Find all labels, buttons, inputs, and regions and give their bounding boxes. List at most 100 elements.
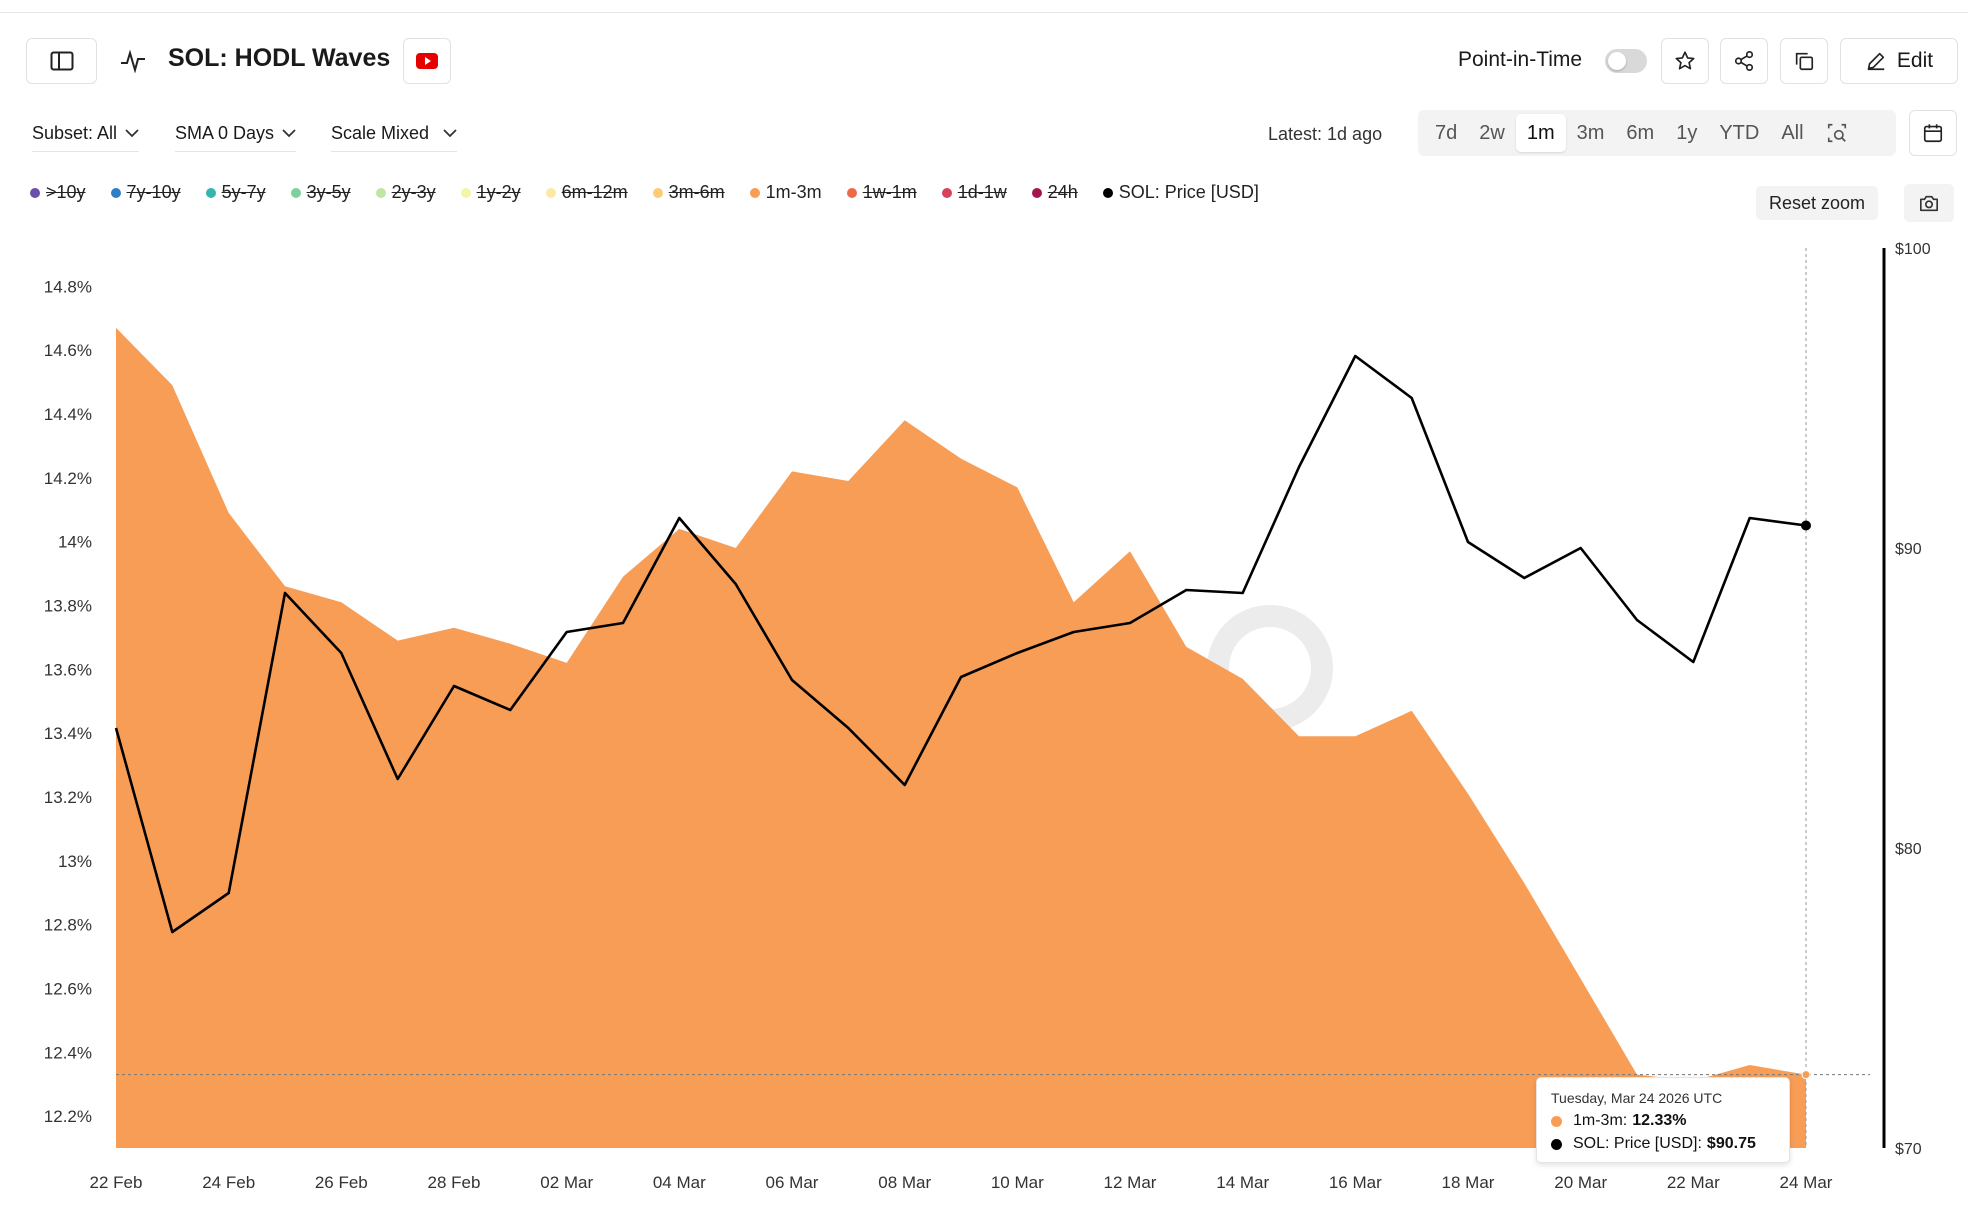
y-right-tick-label: $80 [1895, 841, 1922, 858]
y-left-tick-label: 13.2% [44, 788, 92, 807]
legend-dot [205, 187, 216, 198]
youtube-button[interactable] [403, 38, 451, 84]
x-tick-label: 22 Feb [90, 1173, 143, 1192]
legend-dot [460, 187, 471, 198]
chart-legend: >10y 7y-10y 5y-7y 3y-5y 2y-3y 1y-2y 6m-1… [30, 182, 1284, 203]
y-left-tick-label: 13.8% [44, 596, 92, 615]
screenshot-button[interactable] [1904, 184, 1954, 222]
duplicate-button[interactable] [1780, 38, 1828, 84]
reset-zoom-button[interactable]: Reset zoom [1756, 186, 1879, 220]
range-1y[interactable]: 1y [1676, 121, 1698, 144]
y-left-tick-label: 14% [58, 533, 92, 552]
chevron-down-icon [443, 129, 457, 138]
x-tick-label: 24 Mar [1780, 1173, 1833, 1192]
legend-dot [1102, 187, 1113, 198]
share-icon [1734, 51, 1754, 71]
share-button[interactable] [1720, 38, 1768, 84]
legend-dot [749, 187, 760, 198]
sidebar-toggle-button[interactable] [26, 38, 97, 84]
tooltip-dot-orange [1551, 1115, 1562, 1127]
y-left-tick-label: 14.6% [44, 341, 92, 360]
copy-icon [1795, 52, 1814, 71]
favorite-button[interactable] [1661, 38, 1709, 84]
legend-item-sol-price[interactable]: SOL: Price [USD] [1102, 182, 1259, 203]
y-left-tick-label: 12.2% [44, 1107, 92, 1126]
tooltip-series2-label: SOL: Price [USD]: [1573, 1135, 1702, 1152]
tooltip-row-1m-3m: 1m-3m: 12.33% [1551, 1112, 1789, 1130]
range-7d[interactable]: 7d [1435, 121, 1458, 144]
scale-label: Scale Mixed [331, 123, 430, 143]
tooltip-series2-value: $90.75 [1706, 1135, 1756, 1152]
legend-dot [375, 187, 386, 198]
x-tick-label: 06 Mar [766, 1173, 819, 1192]
legend-dot [110, 187, 121, 198]
legend-dot [846, 187, 857, 198]
y-right-tick-label: $100 [1895, 241, 1931, 258]
x-tick-label: 02 Mar [540, 1173, 593, 1192]
chevron-down-icon [125, 129, 139, 138]
hover-point-price [1801, 520, 1811, 531]
sma-label: SMA 0 Days [175, 123, 275, 143]
x-tick-label: 20 Mar [1554, 1173, 1607, 1192]
series-area-1m-3m [116, 327, 1806, 1148]
sma-dropdown[interactable]: SMA 0 Days [175, 123, 297, 152]
legend-item-3y-5y[interactable]: 3y-5y [290, 182, 351, 203]
page-title: SOL: HODL Waves [168, 44, 391, 72]
star-icon [1675, 51, 1695, 70]
chevron-down-icon [282, 129, 296, 138]
legend-item-3m-6m[interactable]: 3m-6m [652, 182, 725, 203]
chart-pulse-icon [121, 49, 145, 73]
point-in-time-toggle[interactable] [1605, 49, 1647, 73]
tooltip-series1-label: 1m-3m: [1573, 1112, 1628, 1129]
legend-dot [941, 187, 952, 198]
range-1m[interactable]: 1m [1515, 114, 1566, 152]
legend-item-5y-7y[interactable]: 5y-7y [205, 182, 266, 203]
legend-item-2y-3y[interactable]: 2y-3y [375, 182, 436, 203]
sidebar-icon [50, 51, 73, 71]
legend-item-1y-2y[interactable]: 1y-2y [460, 182, 521, 203]
range-6m[interactable]: 6m [1626, 121, 1655, 144]
chart-tooltip: Tuesday, Mar 24 2026 UTC 1m-3m: 12.33% S… [1536, 1077, 1790, 1163]
toggle-knob [1608, 52, 1626, 70]
range-2w[interactable]: 2w [1479, 121, 1505, 144]
legend-item-1d-1w[interactable]: 1d-1w [941, 182, 1007, 203]
legend-item-1w-1m[interactable]: 1w-1m [846, 182, 917, 203]
range-ytd[interactable]: YTD [1719, 121, 1760, 144]
calendar-button[interactable] [1909, 110, 1957, 156]
top-divider [0, 12, 1968, 13]
x-tick-label: 28 Feb [428, 1173, 481, 1192]
x-tick-label: 04 Mar [653, 1173, 706, 1192]
subset-dropdown[interactable]: Subset: All [32, 123, 140, 152]
youtube-icon [416, 53, 438, 69]
y-left-tick-label: 12.4% [44, 1043, 92, 1062]
legend-item-1m-3m[interactable]: 1m-3m [749, 182, 822, 203]
range-3m[interactable]: 3m [1576, 121, 1605, 144]
x-tick-label: 24 Feb [202, 1173, 255, 1192]
x-tick-label: 16 Mar [1329, 1173, 1382, 1192]
legend-dot [545, 187, 556, 198]
y-left-tick-label: 12.8% [44, 916, 92, 935]
legend-item-6m-12m[interactable]: 6m-12m [545, 182, 628, 203]
y-right-tick-label: $70 [1895, 1141, 1922, 1158]
x-tick-label: 14 Mar [1216, 1173, 1269, 1192]
legend-item-10y-plus[interactable]: >10y [30, 182, 86, 203]
edit-label: Edit [1896, 49, 1934, 72]
pencil-icon [1867, 52, 1885, 71]
tooltip-series1-value: 12.33% [1632, 1112, 1687, 1129]
y-left-tick-label: 14.8% [44, 277, 92, 296]
legend-item-24h[interactable]: 24h [1031, 182, 1078, 203]
y-left-tick-label: 14.2% [44, 469, 92, 488]
legend-item-7y-10y[interactable]: 7y-10y [110, 182, 181, 203]
camera-icon [1920, 195, 1938, 212]
y-left-tick-label: 13% [58, 852, 92, 871]
scale-dropdown[interactable]: Scale Mixed [331, 123, 458, 152]
range-all[interactable]: All [1781, 121, 1804, 144]
y-left-tick-label: 13.6% [44, 660, 92, 679]
zoom-select-button[interactable] [1815, 114, 1859, 152]
tooltip-dot-black [1551, 1138, 1562, 1150]
series-line-sol-price [114, 354, 1807, 934]
range-selector: 7d 2w 1m 3m 6m 1y YTD All [1418, 110, 1896, 156]
subset-label: Subset: All [32, 123, 118, 143]
edit-button[interactable]: Edit [1840, 38, 1958, 84]
